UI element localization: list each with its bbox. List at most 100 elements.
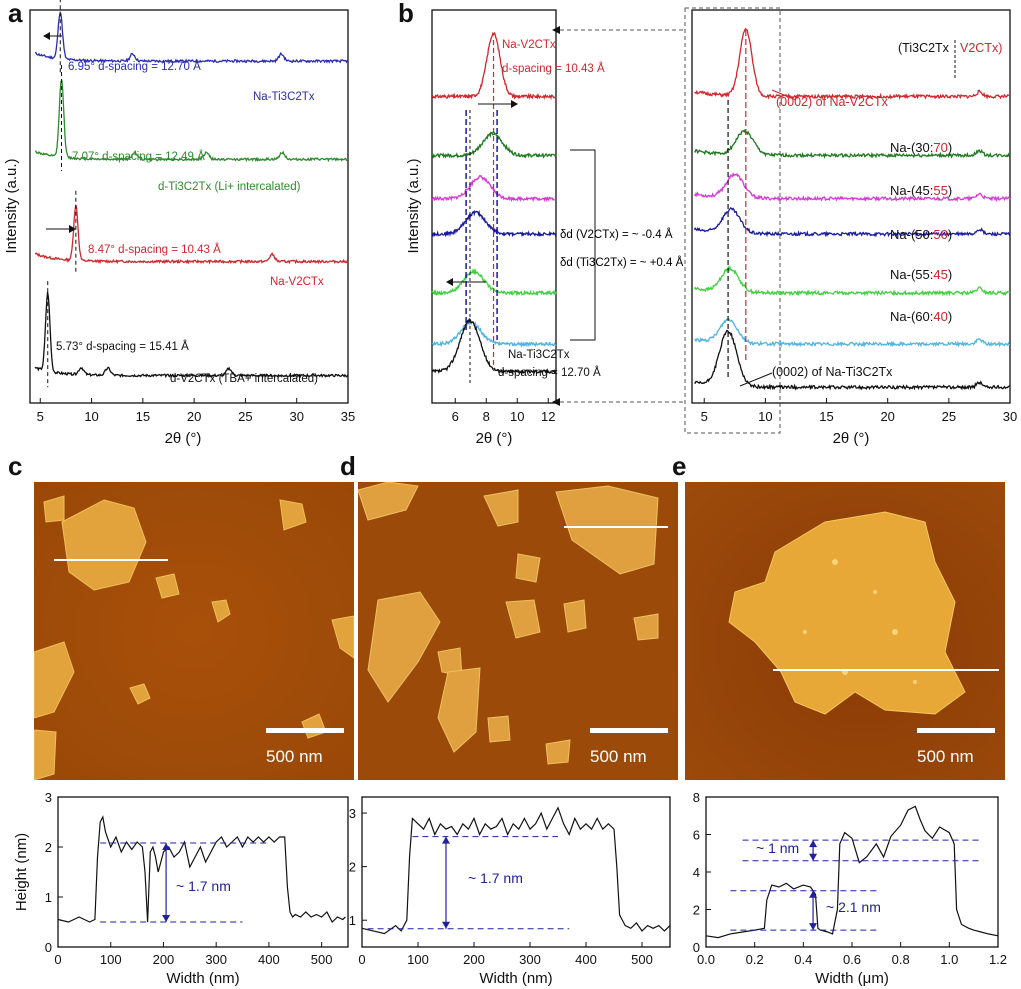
profile-xtick-label: 100 bbox=[100, 952, 122, 967]
profile-d-xlabel: Width (nm) bbox=[479, 970, 552, 987]
annotation-bz-2: d-spacing = 10.43 Å bbox=[502, 62, 605, 75]
profile-e-annotation-2: ~ 2.1 nm bbox=[826, 899, 881, 915]
profile-xtick-label: 1.2 bbox=[989, 952, 1007, 967]
profile-xtick-label: 300 bbox=[205, 952, 227, 967]
chart-a-xtick-label: 20 bbox=[187, 409, 201, 424]
profile-arrowhead-bottom bbox=[809, 853, 818, 861]
chart-bf-frame bbox=[691, 9, 1011, 404]
sample-label-2: Na-(45:55) bbox=[890, 183, 952, 198]
chart-bz-frame bbox=[431, 9, 557, 404]
chart-a-series-1 bbox=[34, 79, 349, 163]
sample-label-4-ratio: 45 bbox=[933, 267, 947, 282]
chart-bf-sample-labels: Na-(30:70)Na-(45:55)Na-(50:50)Na-(55:45)… bbox=[890, 140, 952, 324]
height-profile-e: 0.0 0.2 0.4 0.6 0.8 1.0 1.2 0 2 4 6 8 Width (μm) ~ … bbox=[693, 790, 1007, 987]
annotation-a-4: d-Ti3C2Tx (Li+ intercalated) bbox=[158, 181, 301, 193]
profile-xtick-label: 100 bbox=[407, 952, 429, 967]
chart-bz-xlabel: 2θ (°) bbox=[476, 430, 513, 447]
profile-arrowhead-bottom bbox=[809, 923, 818, 931]
delta-d-ti3c2tx: δd (Ti3C2Tx) = ~ +0.4 Å bbox=[560, 256, 684, 269]
afm-image-c: 500 nm bbox=[34, 482, 354, 780]
profile-ytick-label: 4 bbox=[693, 865, 700, 880]
chart-bf-xtick-label: 5 bbox=[701, 409, 708, 424]
annotation-a-3: 7.07° d-spacing = 12.49 Å bbox=[72, 150, 205, 163]
profile-d-ticks: 0 100 200 300 400 500 1 2 3 bbox=[349, 806, 653, 967]
profile-c-ticks: 0 100 200 300 400 500 0 1 2 3 bbox=[45, 790, 333, 967]
sample-label-2-prefix: Na-(45: bbox=[890, 183, 933, 198]
chart-bf-series-1 bbox=[694, 128, 1011, 159]
profile-d-series bbox=[361, 806, 671, 935]
panel-letter-e: e bbox=[672, 451, 686, 481]
profile-e-ticks: 0.0 0.2 0.4 0.6 0.8 1.0 1.2 0 2 4 6 8 bbox=[693, 790, 1007, 967]
legend-header: (Ti3C2Tx V2CTx) bbox=[898, 40, 1002, 78]
profile-line bbox=[57, 815, 346, 923]
profile-xtick-label: 0.4 bbox=[794, 952, 812, 967]
sample-label-3: Na-(50:50) bbox=[890, 227, 952, 242]
chart-bf-xtick-label: 20 bbox=[880, 409, 894, 424]
sample-label-4-end: ) bbox=[948, 267, 952, 282]
profile-ytick-label: 0 bbox=[45, 940, 52, 955]
annotation-bz-3: Na-Ti3C2Tx bbox=[508, 349, 570, 361]
chart-bf-series-6 bbox=[694, 329, 1011, 391]
annotation-a-7: 5.73° d-spacing = 15.41 Å bbox=[56, 340, 189, 353]
profile-xtick-label: 500 bbox=[311, 952, 333, 967]
profile-ytick-label: 0 bbox=[693, 940, 700, 955]
annotation-a-2: Na-Ti3C2Tx bbox=[253, 91, 315, 103]
chart-a-arrows bbox=[43, 32, 76, 233]
profile-d-annotation: ~ 1.7 nm bbox=[468, 870, 523, 886]
chart-a-series bbox=[34, 0, 349, 388]
profile-xtick-label: 400 bbox=[575, 952, 597, 967]
xrd-chart-b-full: 5 10 15 20 25 30 2θ (°) (Ti3C2Tx V2CTx) (0002… bbox=[691, 9, 1017, 447]
profile-line bbox=[361, 806, 671, 935]
chart-bz-series-3 bbox=[431, 209, 557, 238]
annotation-bf-1-arrow bbox=[771, 89, 797, 101]
profile-e-xlabel: Width (μm) bbox=[815, 970, 889, 987]
sample-label-2-end: ) bbox=[948, 183, 952, 198]
chart-a-xtick-label: 30 bbox=[289, 409, 303, 424]
chart-bz-xtick-label: 10 bbox=[510, 409, 524, 424]
afm-image-e: 500 nm bbox=[685, 482, 1005, 780]
chart-a-ticks: 5 10 15 20 25 30 35 bbox=[37, 398, 355, 424]
profile-arrowhead-top bbox=[809, 840, 818, 848]
chart-bf-series-4 bbox=[693, 264, 1011, 297]
profile-xtick-label: 0.2 bbox=[746, 952, 764, 967]
sample-label-3-ratio: 50 bbox=[933, 227, 947, 242]
chart-bz-xtick-label: 6 bbox=[452, 409, 459, 424]
sample-label-4-prefix: Na-(55: bbox=[890, 267, 933, 282]
profile-xtick-label: 0 bbox=[358, 952, 365, 967]
xrd-chart-a: 5 10 15 20 25 30 35 2θ (°) Intensity (a.u.) 6.… bbox=[3, 0, 355, 447]
legend-header-right: V2CTx) bbox=[960, 41, 1002, 55]
afm-c-scalebar bbox=[266, 728, 344, 733]
chart-bf-xlabel: 2θ (°) bbox=[833, 430, 870, 447]
chart-bf-series bbox=[693, 27, 1011, 391]
chart-bf-series-5 bbox=[694, 318, 1010, 348]
profile-ytick-label: 1 bbox=[349, 913, 356, 928]
afm-c-drawing: 500 nm bbox=[34, 482, 354, 780]
delta-d-v2ctx: δd (V2CTx) = ~ -0.4 Å bbox=[560, 228, 673, 241]
annotation-bz-1: Na-V2CTx bbox=[502, 39, 556, 51]
profile-e-annotation-1: ~ 1 nm bbox=[756, 840, 799, 856]
delta-d-annotation: δd (V2CTx) = ~ -0.4 Å δd (Ti3C2Tx) = ~ +… bbox=[560, 149, 684, 341]
chart-bz-series-5 bbox=[431, 319, 557, 349]
sample-label-3-end: ) bbox=[948, 227, 952, 242]
chart-a-xtick-label: 35 bbox=[341, 409, 355, 424]
profile-xtick-label: 0.0 bbox=[697, 952, 715, 967]
chart-bf-series-2 bbox=[693, 171, 1011, 203]
chart-bz-xtick-label: 8 bbox=[483, 409, 490, 424]
chart-a-xtick-label: 25 bbox=[238, 409, 252, 424]
profile-line bbox=[705, 805, 999, 939]
afm-d-scale-label: 500 nm bbox=[590, 747, 647, 766]
profile-ytick-label: 2 bbox=[45, 840, 52, 855]
panel-letter-d: d bbox=[340, 451, 356, 481]
profile-ytick-label: 3 bbox=[349, 806, 356, 821]
profile-xtick-label: 0 bbox=[54, 952, 61, 967]
afm-c-scale-label: 500 nm bbox=[266, 747, 323, 766]
profile-ytick-label: 3 bbox=[45, 790, 52, 805]
panel-letter-c: c bbox=[8, 451, 22, 481]
chart-bf-xtick-label: 15 bbox=[819, 409, 833, 424]
chart-bf-xtick-label: 10 bbox=[758, 409, 772, 424]
legend-header-left: (Ti3C2Tx bbox=[898, 41, 950, 55]
afm-e-scalebar bbox=[917, 728, 995, 733]
zoom-connector bbox=[552, 7, 781, 434]
chart-a-xtick-label: 10 bbox=[84, 409, 98, 424]
